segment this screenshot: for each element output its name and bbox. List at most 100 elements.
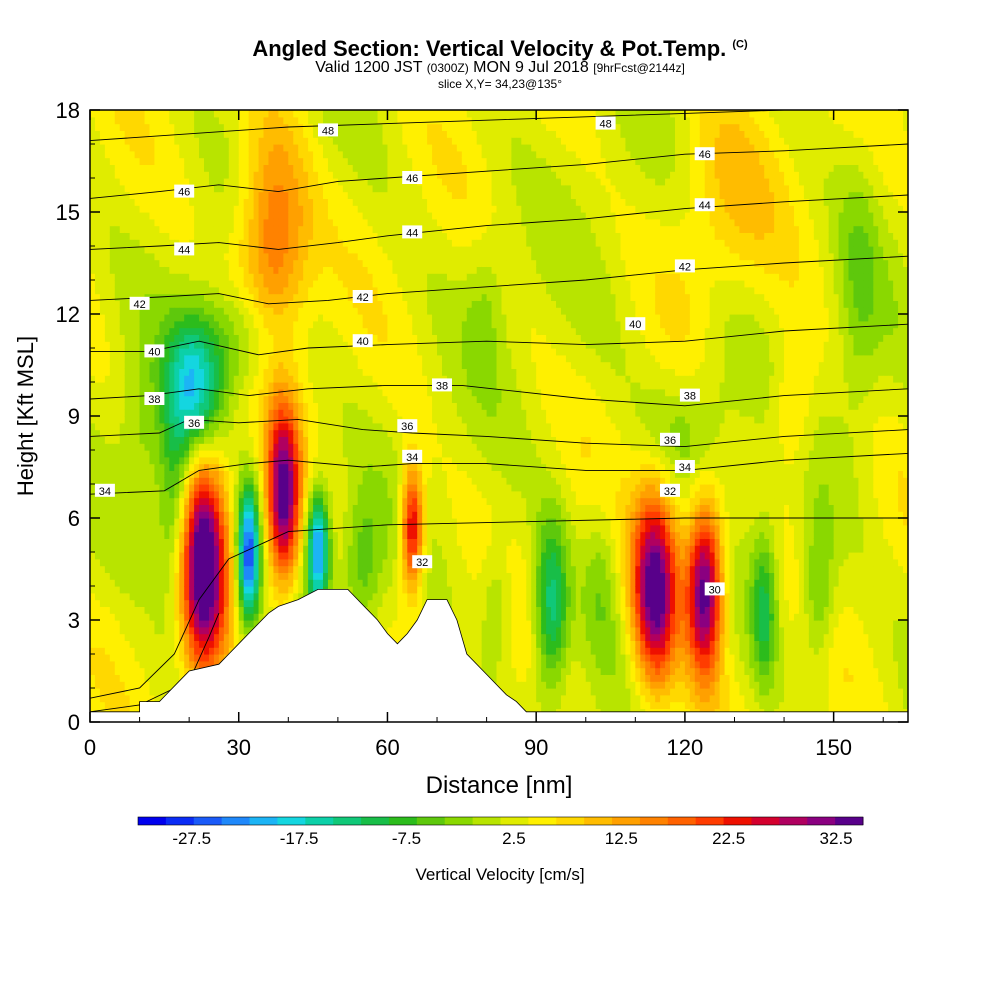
velocity-cell <box>308 354 314 363</box>
velocity-cell <box>204 225 210 233</box>
velocity-cell <box>313 334 319 342</box>
velocity-cell <box>218 327 225 335</box>
velocity-cell <box>323 443 329 451</box>
velocity-cell <box>258 361 265 369</box>
velocity-cell <box>218 110 225 118</box>
velocity-cell <box>337 266 344 274</box>
velocity-cell <box>184 388 190 397</box>
velocity-cell <box>293 286 299 295</box>
velocity-cell <box>313 524 319 533</box>
velocity-cell <box>342 497 349 505</box>
velocity-cell <box>228 395 235 403</box>
velocity-cell <box>104 150 111 159</box>
velocity-cell <box>318 232 324 240</box>
velocity-cell <box>263 382 270 390</box>
velocity-cell <box>129 477 136 485</box>
velocity-cell <box>134 674 141 682</box>
velocity-cell <box>308 320 314 329</box>
velocity-cell <box>109 218 116 227</box>
velocity-cell <box>194 558 200 567</box>
velocity-cell <box>323 524 329 533</box>
velocity-cell <box>213 518 220 526</box>
velocity-cell <box>184 654 190 662</box>
velocity-cell <box>129 613 136 621</box>
velocity-cell <box>332 402 339 410</box>
velocity-cell <box>149 164 156 172</box>
velocity-cell <box>194 144 200 152</box>
velocity-cell <box>308 164 314 172</box>
velocity-cell <box>104 429 111 437</box>
velocity-cell <box>313 252 319 261</box>
velocity-cell <box>174 558 180 567</box>
velocity-cell <box>194 314 200 322</box>
velocity-cell <box>308 524 314 533</box>
velocity-cell <box>303 314 309 322</box>
velocity-cell <box>109 681 116 689</box>
velocity-cell <box>223 613 230 621</box>
velocity-cell <box>124 640 131 648</box>
velocity-cell <box>134 341 141 349</box>
velocity-cell <box>208 368 215 376</box>
velocity-cell <box>104 613 111 621</box>
velocity-cell <box>332 558 339 567</box>
velocity-cell <box>114 558 121 567</box>
velocity-cell <box>159 436 165 444</box>
velocity-cell <box>149 565 156 573</box>
velocity-cell <box>283 524 289 533</box>
velocity-cell <box>109 647 116 655</box>
velocity-cell <box>347 456 354 465</box>
velocity-cell <box>243 198 250 206</box>
velocity-cell <box>238 286 245 295</box>
velocity-cell <box>144 674 151 682</box>
velocity-cell <box>313 518 319 526</box>
velocity-cell <box>323 395 329 403</box>
velocity-cell <box>169 681 175 689</box>
velocity-cell <box>268 334 275 342</box>
velocity-cell <box>342 130 349 138</box>
velocity-cell <box>278 545 284 553</box>
velocity-cell <box>298 178 304 186</box>
velocity-cell <box>208 300 215 308</box>
velocity-cell <box>243 239 250 247</box>
velocity-cell <box>99 565 106 573</box>
velocity-cell <box>159 599 165 607</box>
velocity-cell <box>233 273 240 281</box>
velocity-cell <box>352 300 359 308</box>
velocity-cell <box>223 456 230 465</box>
velocity-cell <box>278 395 284 403</box>
velocity-cell <box>357 266 364 274</box>
velocity-cell <box>228 416 235 424</box>
velocity-cell <box>357 470 364 478</box>
velocity-cell <box>154 660 161 669</box>
velocity-cell <box>223 463 230 471</box>
velocity-cell <box>164 246 170 254</box>
velocity-cell <box>194 620 200 628</box>
velocity-cell <box>233 178 240 186</box>
velocity-cell <box>139 470 146 478</box>
velocity-cell <box>149 633 156 641</box>
velocity-cell <box>347 307 354 315</box>
velocity-cell <box>124 402 131 410</box>
velocity-cell <box>174 450 180 458</box>
velocity-cell <box>278 252 284 261</box>
velocity-cell <box>288 273 294 281</box>
velocity-cell <box>94 382 101 390</box>
velocity-cell <box>149 361 156 369</box>
velocity-cell <box>323 450 329 458</box>
velocity-cell <box>303 130 309 138</box>
velocity-cell <box>218 157 225 165</box>
velocity-cell <box>347 402 354 410</box>
velocity-cell <box>337 273 344 281</box>
velocity-cell <box>159 178 165 186</box>
velocity-cell <box>109 286 116 295</box>
velocity-cell <box>124 123 131 131</box>
velocity-cell <box>174 586 180 594</box>
velocity-cell <box>149 144 156 152</box>
velocity-cell <box>114 164 121 172</box>
velocity-cell <box>164 565 170 573</box>
velocity-cell <box>357 463 364 471</box>
velocity-cell <box>169 429 175 437</box>
velocity-cell <box>164 286 170 295</box>
velocity-cell <box>124 130 131 138</box>
velocity-cell <box>308 511 314 519</box>
